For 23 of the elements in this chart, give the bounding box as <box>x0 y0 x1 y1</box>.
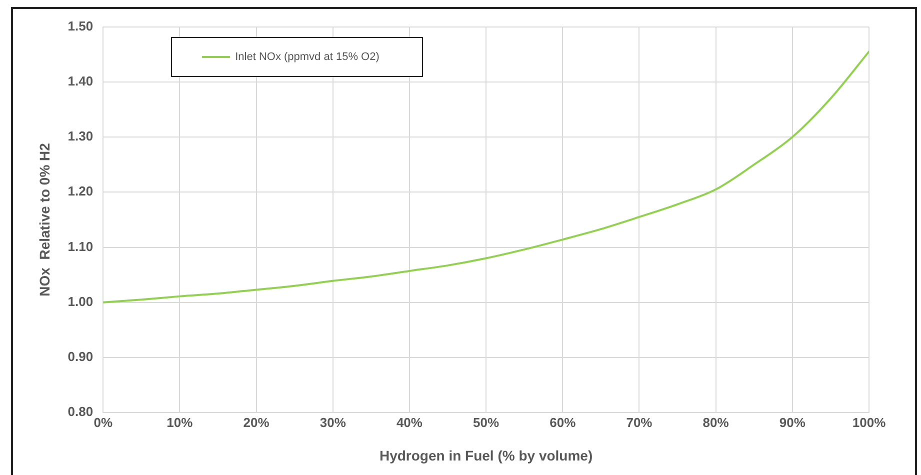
x-tick-label: 90% <box>779 414 806 430</box>
y-tick-label: 0.80 <box>68 404 94 420</box>
x-axis-title: Hydrogen in Fuel (% by volume) <box>379 447 593 464</box>
y-tick-label: 1.20 <box>68 184 94 199</box>
y-tick-label: 1.00 <box>68 294 94 309</box>
x-tick-label: 30% <box>320 414 346 430</box>
x-tick-label: 10% <box>166 414 194 430</box>
y-axis-title: NOx Relative to 0% H2 <box>36 142 52 296</box>
x-tick-label: 50% <box>473 414 500 430</box>
x-tick-label: 60% <box>550 414 576 430</box>
x-tick-label: 0% <box>94 414 113 430</box>
x-tick-label: 40% <box>396 414 423 430</box>
x-tick-label: 20% <box>243 414 270 430</box>
y-tick-label: 1.40 <box>68 73 94 88</box>
x-tick-label: 100% <box>852 414 886 430</box>
y-tick-label: 0.90 <box>68 349 94 364</box>
y-tick-label: 1.50 <box>68 18 94 34</box>
x-tick-label: 70% <box>626 414 653 430</box>
y-tick-label: 1.30 <box>68 128 94 144</box>
legend-label: Inlet NOx (ppmvd at 15% O2) <box>235 50 380 63</box>
x-tick-label: 80% <box>702 414 730 430</box>
line-series <box>103 50 869 304</box>
y-tick-label: 1.10 <box>68 238 94 254</box>
